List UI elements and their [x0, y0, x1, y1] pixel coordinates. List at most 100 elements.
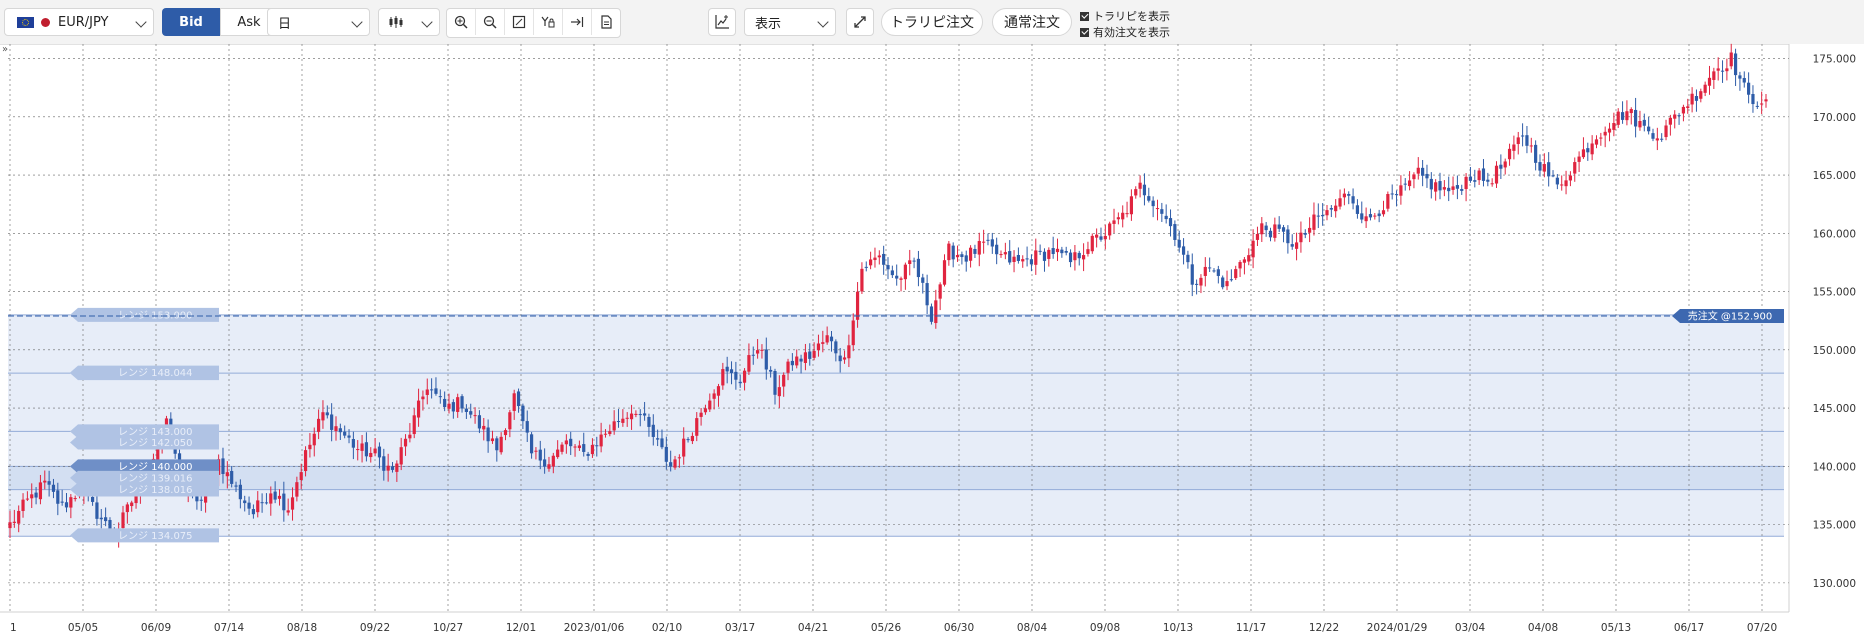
range-label-tag: [70, 365, 219, 380]
candle-body: [1416, 167, 1420, 174]
candle-body: [521, 405, 525, 422]
candle-body: [1486, 179, 1490, 182]
candle-body: [1373, 215, 1377, 217]
range-label[interactable]: レンジ 134.075: [70, 528, 219, 543]
candle-body: [1012, 256, 1016, 262]
candle-body: [1555, 177, 1559, 185]
range-label-text: レンジ 139.016: [118, 473, 193, 484]
candle-body: [1029, 259, 1034, 265]
candle-body: [90, 496, 95, 502]
candle-body: [1199, 277, 1203, 286]
time-axis-label: 03/17: [725, 622, 755, 634]
bid-button[interactable]: Bid: [162, 8, 220, 36]
candle-body: [251, 509, 256, 515]
candle-body: [1208, 267, 1212, 269]
time-axis-label: 2024/01/29: [1367, 622, 1428, 634]
candle-body: [812, 350, 816, 358]
period-select[interactable]: 日: [267, 8, 370, 36]
range-label[interactable]: レンジ 139.016: [70, 470, 219, 485]
candle-body: [395, 463, 399, 472]
double-chevron-right-icon[interactable]: »: [2, 44, 9, 55]
candle-body: [1303, 232, 1307, 235]
fit-screen-icon[interactable]: [505, 9, 534, 35]
candle-body: [277, 495, 282, 499]
chart-type-select[interactable]: [378, 8, 440, 36]
trailing-order-button[interactable]: トラリピ注文: [881, 8, 983, 36]
candle-body: [677, 457, 681, 459]
candle-body: [1712, 71, 1716, 80]
jump-latest-icon[interactable]: [563, 9, 592, 35]
candle-body: [408, 434, 412, 439]
candle-body: [634, 413, 638, 415]
price-axis-label: 165.000: [1813, 170, 1856, 182]
candle-body: [873, 257, 877, 261]
display-select[interactable]: 表示: [744, 8, 836, 36]
candle-body: [851, 320, 855, 346]
show-trap-checkbox[interactable]: トラリピを表示: [1080, 8, 1170, 24]
candle-body: [951, 245, 955, 260]
candle-body: [377, 446, 382, 458]
candle-body: [330, 414, 334, 430]
candle-body: [1181, 246, 1186, 255]
candle-body: [1125, 213, 1129, 215]
candle-body: [842, 357, 847, 360]
sell-order-tag[interactable]: 売注文 @152.900: [1672, 309, 1784, 324]
candle-body: [1760, 103, 1764, 105]
indicator-button[interactable]: [708, 8, 736, 36]
candle-body: [1455, 185, 1459, 189]
time-axis-label: 06/30: [944, 622, 974, 634]
range-label-tag: [70, 424, 219, 439]
candle-body: [1234, 269, 1238, 279]
candle-body: [1003, 252, 1007, 255]
candle-body: [369, 452, 373, 458]
range-label[interactable]: レンジ 142.050: [70, 435, 219, 450]
candle-body: [8, 522, 12, 529]
range-label[interactable]: レンジ 153.000: [70, 307, 219, 322]
candle-body: [425, 389, 429, 395]
candle-body: [30, 494, 34, 499]
candle-body: [1129, 196, 1134, 215]
candle-body: [629, 413, 634, 420]
candle-body: [977, 241, 981, 255]
candle-body: [1112, 220, 1116, 224]
normal-order-button[interactable]: 通常注文: [992, 8, 1072, 36]
candle-body: [12, 521, 16, 523]
candle-body: [1568, 175, 1573, 181]
candle-body: [473, 415, 477, 417]
candle-body: [51, 484, 56, 492]
zoom-out-icon[interactable]: [476, 9, 505, 35]
candle-body: [1264, 225, 1268, 231]
candle-body: [551, 455, 555, 467]
price-axis-label: 170.000: [1813, 112, 1856, 124]
time-axis-label: 06/17: [1674, 622, 1704, 634]
candle-body: [1286, 229, 1290, 244]
candle-body: [382, 456, 386, 471]
candle-body: [582, 444, 586, 452]
range-label[interactable]: レンジ 143.000: [70, 424, 219, 439]
candle-body: [586, 453, 590, 456]
price-lock-icon[interactable]: [534, 9, 563, 35]
candle-body: [1255, 233, 1260, 240]
candle-body: [1055, 248, 1060, 253]
candle-body: [790, 360, 794, 366]
range-label[interactable]: レンジ 138.016: [70, 482, 219, 497]
candle-body: [608, 431, 612, 435]
candle-body: [1755, 105, 1759, 107]
candle-body: [1103, 236, 1107, 240]
candle-body: [982, 241, 986, 243]
show-orders-checkbox[interactable]: 有効注文を表示: [1080, 24, 1170, 40]
range-label[interactable]: レンジ 140.000: [70, 459, 219, 474]
currency-pair-select[interactable]: EUR/JPY: [4, 8, 154, 36]
range-label[interactable]: レンジ 148.044: [70, 365, 219, 380]
zoom-in-icon[interactable]: [447, 9, 476, 35]
candle-body: [703, 408, 708, 413]
candle-body: [1268, 230, 1273, 238]
candle-body: [1742, 78, 1746, 83]
candle-body: [25, 498, 29, 500]
document-icon[interactable]: [592, 9, 620, 35]
candle-body: [1625, 111, 1629, 121]
candle-body: [1503, 161, 1507, 168]
fullscreen-button[interactable]: [846, 8, 874, 36]
range-label-text: レンジ 143.000: [118, 427, 193, 438]
